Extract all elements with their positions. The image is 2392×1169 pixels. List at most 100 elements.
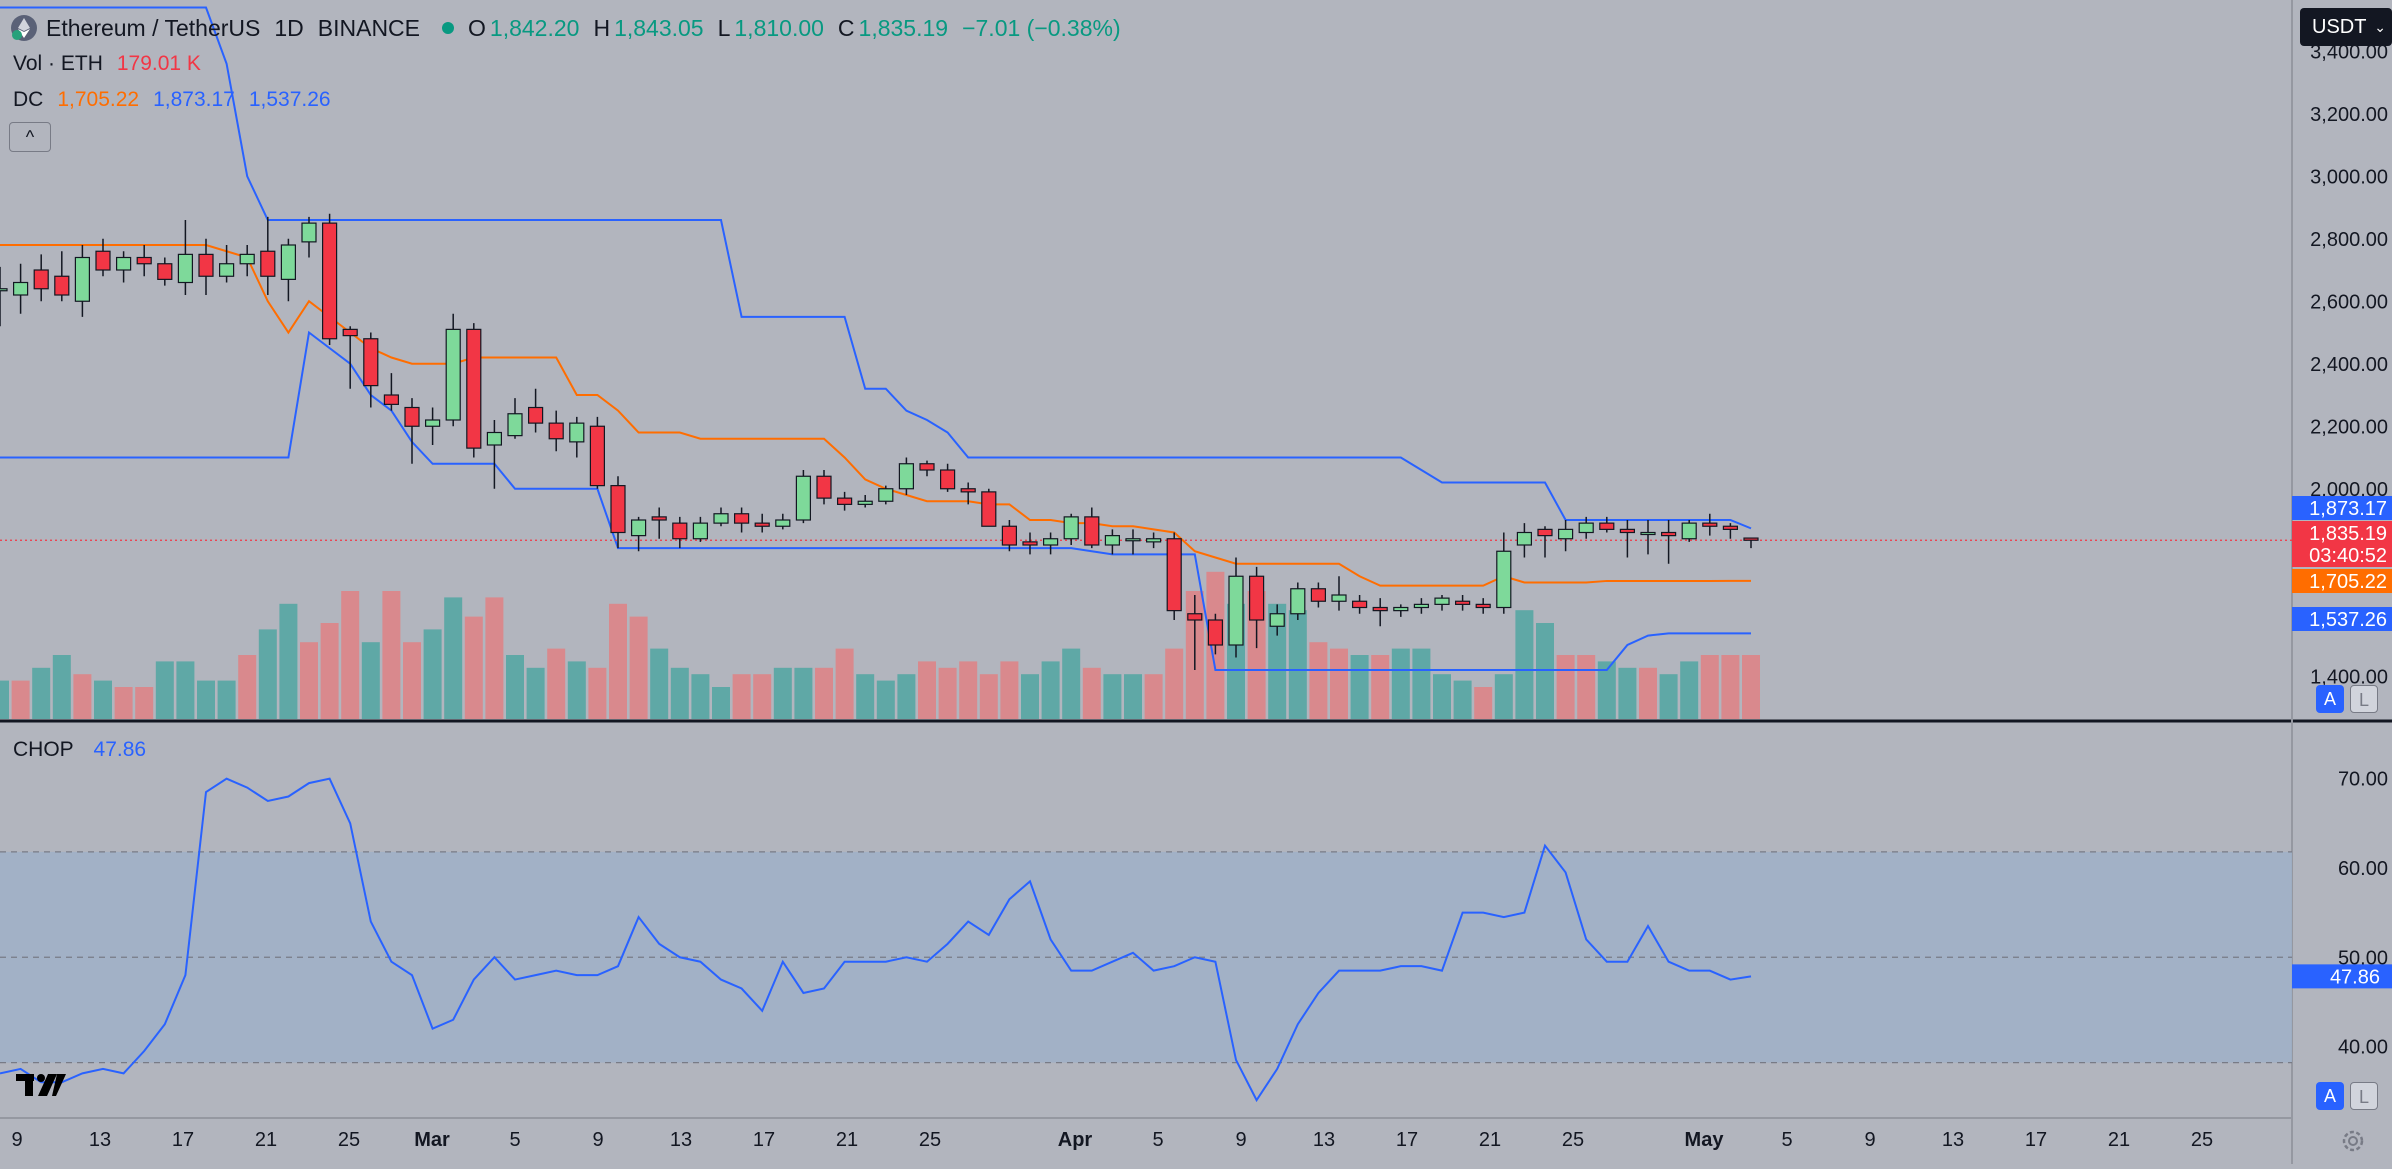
dc-lower-line	[0, 330, 1751, 671]
currency-label: USDT	[2312, 16, 2367, 38]
candle-up	[569, 422, 585, 443]
time-axis-tick: Mar	[414, 1129, 450, 1151]
volume-legend[interactable]: Vol · ETH 179.01 K	[13, 52, 215, 76]
time-axis-tick: 13	[1313, 1129, 1335, 1151]
volume-bar	[464, 616, 483, 719]
symbol-name[interactable]: Ethereum / TetherUS	[46, 14, 261, 41]
price-tag-label: 03:40:52	[2309, 545, 2387, 567]
candle-down	[1248, 575, 1265, 621]
candle-down	[363, 338, 379, 387]
volume-bar	[753, 674, 772, 719]
volume-bar	[526, 667, 545, 719]
candle-up	[1145, 538, 1162, 543]
candle-down	[1599, 522, 1615, 530]
volume-bar	[506, 655, 524, 719]
candle-up	[425, 419, 441, 427]
volume-bar	[1556, 655, 1575, 719]
volume-bar	[1062, 648, 1081, 719]
candle-down	[33, 269, 49, 290]
volume-bar	[897, 674, 916, 719]
candle-down	[1207, 619, 1224, 646]
price-axis-tick: 2,400.00	[2310, 354, 2388, 376]
candle-down	[1619, 528, 1636, 534]
candle-up	[857, 500, 873, 505]
interval-label[interactable]: 1D	[274, 14, 304, 41]
log-scale-button[interactable]: L	[2350, 685, 2378, 713]
candle-down	[1454, 600, 1471, 605]
time-axis-tick: 21	[1479, 1129, 1501, 1151]
volume-bar	[1639, 667, 1657, 719]
tradingview-logo-icon[interactable]	[14, 1070, 68, 1100]
candle-up	[1228, 575, 1244, 646]
time-axis-tick: 17	[2025, 1129, 2047, 1151]
symbol-legend: Ethereum / TetherUS 1D BINANCE O 1,842.2…	[10, 14, 1135, 42]
candle-up	[1681, 522, 1697, 540]
candle-down	[960, 488, 976, 493]
volume-bar	[0, 680, 9, 719]
volume-bar	[815, 667, 833, 719]
gear-icon[interactable]	[2340, 1128, 2366, 1154]
volume-bar	[197, 680, 215, 719]
time-axis-tick: 13	[89, 1129, 111, 1151]
candle-down	[548, 422, 564, 440]
time-axis-tick: 9	[1235, 1129, 1246, 1151]
candle-down	[1537, 528, 1553, 537]
candle-down	[1702, 522, 1718, 527]
open-value: 1,842.20	[489, 14, 580, 41]
time-axis-tick: 17	[753, 1129, 775, 1151]
candle-up	[74, 256, 91, 302]
exchange-label: BINANCE	[317, 14, 421, 41]
price-tag	[2292, 543, 2392, 567]
currency-select[interactable]: USDT ⌄	[2300, 8, 2392, 46]
donchian-legend[interactable]: DC 1,705.22 1,873.17 1,537.26	[13, 88, 345, 112]
price-axis-tick: 2,000.00	[2310, 479, 2388, 501]
volume-value: 179.01 K	[116, 52, 201, 75]
auto-scale-button[interactable]: A	[2316, 685, 2344, 713]
candle-up	[795, 475, 812, 521]
volume-bar	[1494, 674, 1513, 719]
volume-bar	[629, 616, 648, 719]
chop-auto-scale-button[interactable]: A	[2316, 1082, 2344, 1110]
candle-down	[404, 406, 420, 427]
volume-bar	[1041, 661, 1060, 719]
change-value: −7.01 (−0.38%)	[962, 14, 1121, 41]
dc-basis-value: 1,705.22	[57, 88, 140, 111]
chop-axis-tick: 40.00	[2338, 1037, 2388, 1059]
dc-lower-value: 1,537.26	[248, 88, 331, 111]
collapse-legend-button[interactable]: ^	[9, 122, 51, 152]
dc-label: DC	[13, 88, 44, 111]
volume-bar	[876, 680, 895, 719]
volume-bar	[1700, 655, 1719, 719]
volume-bar	[1680, 661, 1699, 719]
candle-down	[1372, 606, 1388, 612]
volume-bar	[403, 642, 421, 719]
volume-bar	[856, 674, 875, 719]
volume-bar	[258, 629, 277, 719]
candle-up	[13, 281, 29, 296]
volume-bar	[1165, 648, 1184, 719]
candle-up	[507, 413, 523, 437]
volume-bar	[238, 655, 257, 719]
chop-log-scale-button[interactable]: L	[2350, 1082, 2378, 1110]
time-axis-tick: 9	[11, 1129, 22, 1151]
candle-up	[1104, 535, 1121, 546]
volume-bar	[1659, 674, 1678, 719]
candle-up	[1269, 613, 1285, 627]
volume-bar	[1309, 642, 1328, 719]
candle-up	[898, 463, 915, 490]
candle-up	[1393, 606, 1409, 612]
volume-bar	[1597, 661, 1616, 719]
candle-up	[1516, 531, 1533, 546]
price-tag-label: 1,873.17	[2309, 498, 2387, 520]
volume-bar	[547, 648, 566, 719]
candle-down	[466, 328, 482, 449]
chop-legend[interactable]: CHOP 47.86	[13, 738, 160, 762]
volume-bar	[52, 655, 71, 719]
candle-down	[672, 522, 688, 540]
volume-bar	[609, 603, 627, 719]
high-value: 1,843.05	[614, 14, 704, 41]
volume-bar	[444, 597, 463, 719]
volume-bar	[979, 674, 998, 719]
volume-bar	[135, 687, 154, 719]
